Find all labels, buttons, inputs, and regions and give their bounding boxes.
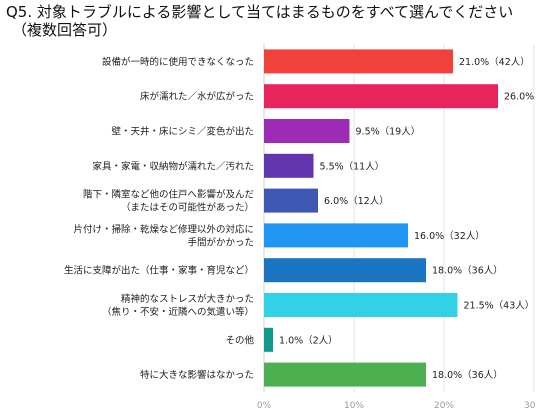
bar: [264, 153, 314, 178]
bar: [264, 188, 318, 213]
category-label: 特に大きな影響はなかった: [140, 369, 254, 381]
bar: [264, 258, 426, 283]
data-label: 1.0%（2人）: [279, 334, 338, 346]
chart-subtitle: （複数回答可）: [12, 21, 118, 39]
category-label: 床が濡れた／水が広がった: [140, 91, 254, 103]
chart-title: Q5. 対象トラブルによる影響として当てはまるものをすべて選んでください: [6, 3, 514, 21]
category-label: 片付け・掃除・乾燥など修理以外の対応に: [73, 223, 254, 235]
x-tick-label: 0%: [257, 401, 272, 411]
category-label: 精神的なストレスが大きかった: [121, 293, 254, 305]
data-label: 21.5%（43人）: [464, 300, 535, 312]
bar: [264, 119, 350, 143]
bar: [264, 327, 273, 352]
data-label: 18.0%（36人）: [432, 369, 503, 381]
data-label: 9.5%（19人）: [356, 126, 421, 138]
category-label: 階下・隣室など他の住戸へ影響が及んだ: [83, 189, 255, 201]
category-label: 生活に支障が出た（仕事・家事・育児など）: [64, 265, 254, 277]
bar: [264, 223, 408, 248]
category-label: 設備が一時的に使用できなくなった: [102, 56, 254, 68]
category-label: 手間がかかった: [187, 236, 254, 248]
category-label: その他: [225, 334, 254, 346]
x-tick-label: 20%: [434, 401, 454, 411]
data-label: 18.0%（36人）: [432, 265, 503, 277]
bar: [264, 293, 458, 317]
x-tick-label: 10%: [344, 401, 364, 411]
data-label: 21.0%（42人）: [459, 56, 530, 68]
bar: [264, 49, 453, 74]
data-label: 16.0%（32人）: [414, 230, 485, 242]
category-label: 家具・家電・収納物が濡れた／汚れた: [92, 160, 254, 172]
data-label: 26.0%（52人）: [504, 91, 536, 103]
bar: [264, 362, 426, 387]
category-label: （またはその可能性があった）: [121, 202, 254, 214]
category-label: 壁・天井・床にシミ／変色が出た: [111, 126, 254, 138]
data-label: 6.0%（12人）: [324, 195, 389, 207]
x-tick-label: 30%: [524, 401, 536, 411]
category-label: （焦り・不安・近隣への気遣い等）: [102, 306, 254, 318]
data-label: 5.5%（11人）: [320, 160, 385, 172]
bar: [264, 84, 498, 109]
